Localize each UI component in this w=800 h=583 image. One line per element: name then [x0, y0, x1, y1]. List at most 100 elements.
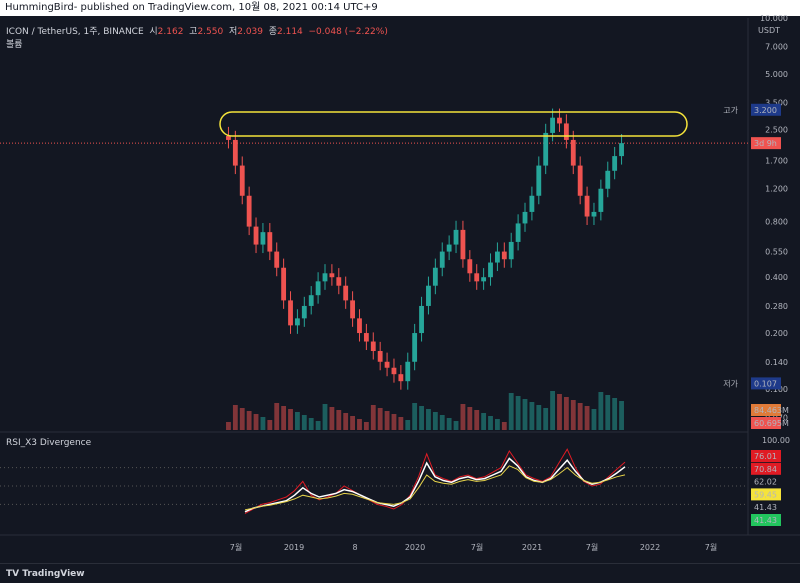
candle-body	[543, 132, 549, 166]
candle-body	[391, 367, 397, 375]
rsi-marker-value: 59.45	[754, 490, 777, 499]
symbol-legend: ICON / TetherUS, 1주, BINANCE 시2.162 고2.5…	[6, 24, 388, 37]
open-label: 시	[149, 27, 158, 37]
volume-bar	[377, 408, 383, 430]
volume-bar	[501, 422, 507, 430]
candle-body	[322, 273, 328, 282]
x-tick-label: 8	[352, 543, 357, 552]
low-marker-value: 0.107	[754, 379, 777, 388]
rsi-tick-label: 100.00	[762, 436, 790, 445]
candle-body	[481, 277, 487, 282]
candle-body	[343, 285, 349, 301]
candle-body	[563, 123, 569, 140]
price-chart[interactable]: 10.000 7.000 5.000 3.500 2.500 1.700 1.200 0.80…	[0, 0, 800, 563]
volume-bar	[432, 412, 438, 430]
volume-bar	[308, 418, 314, 430]
candle-body	[274, 251, 280, 268]
candle-body	[253, 226, 259, 245]
volume-bar	[460, 404, 466, 430]
candle-body	[536, 165, 542, 196]
volume-bar	[598, 392, 604, 430]
candle-body	[598, 188, 604, 212]
volume-bar	[570, 400, 576, 430]
candle-body	[336, 277, 342, 286]
candle-body	[488, 262, 493, 278]
close-label: 종	[268, 27, 278, 37]
candle-body	[605, 170, 611, 189]
candle-body	[557, 117, 562, 124]
candle-body	[295, 318, 300, 326]
x-tick-label: 7월	[705, 542, 717, 552]
volume-bar	[543, 408, 549, 430]
volume-bar	[419, 406, 424, 430]
y-tick-label: 0.550	[765, 248, 788, 257]
volume-bar	[398, 417, 404, 430]
rsi-marker-bg	[751, 501, 781, 514]
volume-bar	[439, 415, 445, 430]
volume-bar	[232, 405, 238, 430]
low-marker-label: 저가	[723, 379, 738, 388]
candle-body	[384, 361, 390, 368]
volume-bar	[295, 412, 300, 430]
x-tick-label: 7월	[586, 542, 598, 552]
volume-bar	[239, 408, 245, 430]
volume-bar	[584, 406, 590, 430]
candle-body	[281, 267, 287, 301]
candle-body	[239, 165, 245, 196]
candle-body	[405, 361, 411, 382]
candle-body	[267, 232, 273, 252]
candle-body	[577, 165, 583, 196]
last-price-countdown: 3d 9h	[754, 139, 777, 148]
volume-bar	[260, 417, 266, 430]
candle-body	[460, 229, 466, 260]
rsi-series-line	[244, 465, 626, 511]
x-tick-label: 7월	[230, 542, 242, 552]
symbol-name[interactable]: ICON / TetherUS, 1주, BINANCE	[6, 27, 144, 37]
volume-bar	[557, 394, 562, 430]
change-value: −0.048 (−2.22%)	[308, 27, 388, 37]
candle-body	[226, 136, 231, 140]
low-value: 2.039	[237, 27, 263, 37]
volume-bar	[515, 396, 521, 430]
candle-body	[591, 211, 597, 217]
volume-bar	[288, 409, 293, 430]
high-marker-value-bg	[751, 103, 781, 116]
candle-body	[357, 318, 362, 334]
rsi-series-line	[244, 457, 626, 513]
tradingview-logo[interactable]: 𝗧𝗩 TradingView	[6, 565, 85, 583]
candle-body	[329, 273, 335, 278]
rsi-indicator-label[interactable]: RSI_X3 Divergence	[6, 438, 92, 448]
volume-bar	[281, 406, 287, 430]
close-value: 2.114	[277, 27, 303, 37]
volume-bar	[508, 393, 514, 430]
candle-body	[398, 374, 404, 382]
high-label: 고	[189, 27, 198, 37]
volume-bar	[605, 395, 611, 430]
y-tick-label: 0.140	[765, 358, 788, 367]
candle-body	[570, 139, 576, 166]
volume-bar	[405, 420, 411, 430]
volume-bar	[446, 418, 452, 430]
volume-bar	[536, 405, 542, 430]
volume-marker-1-bg	[751, 404, 781, 416]
volume-bar	[488, 416, 493, 430]
tv-icon: 𝗧𝗩	[6, 569, 20, 579]
volume-bar	[481, 413, 487, 430]
candle-body	[246, 195, 252, 227]
candle-body	[619, 143, 624, 157]
candle-body	[474, 273, 480, 282]
volume-bar	[426, 409, 431, 430]
candle-body	[432, 267, 438, 286]
candle-body	[584, 195, 590, 217]
y-tick-label: 3.500	[765, 99, 788, 108]
candle-body	[363, 333, 369, 342]
candle-body	[508, 241, 514, 260]
candle-body	[370, 341, 376, 352]
volume-bar	[329, 407, 335, 430]
rsi-marker-value: 41.43	[754, 516, 777, 525]
candle-body	[495, 251, 500, 263]
rsi-series-line	[244, 448, 626, 515]
volume-bar	[495, 419, 500, 430]
rsi-marker-bg	[751, 514, 781, 526]
volume-legend[interactable]: 볼륨	[6, 40, 23, 50]
